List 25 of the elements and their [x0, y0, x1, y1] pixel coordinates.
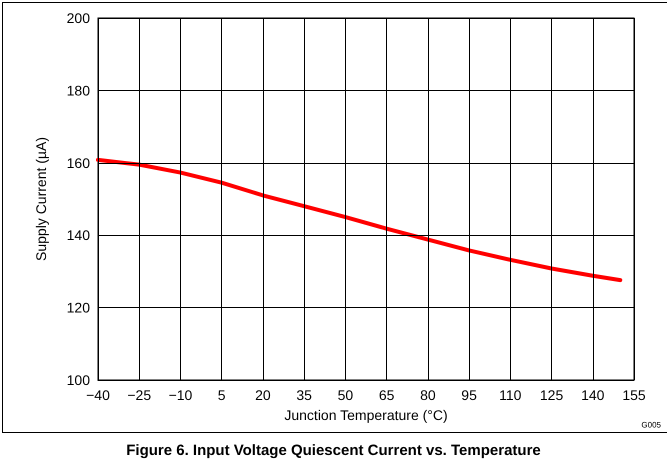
- y-tick-label: 160: [66, 154, 90, 171]
- x-tick-label: −40: [86, 387, 110, 403]
- x-tick-label: 95: [461, 387, 478, 403]
- y-axis-title: Supply Current (µA): [33, 137, 49, 261]
- x-tick-label: 125: [540, 387, 564, 403]
- x-tick-label: 80: [420, 387, 436, 403]
- text: Figure 6. Input Voltage Quiescent Current vs. Temperature: [126, 442, 541, 459]
- x-tick-label: 35: [296, 387, 312, 403]
- y-tick-label: 140: [66, 227, 90, 244]
- y-tick-label: 120: [66, 300, 90, 316]
- line-series: [96, 158, 622, 282]
- x-tick-label: 140: [581, 387, 605, 403]
- x-tick-label: 155: [622, 387, 646, 403]
- x-axis-title: Junction Temperature (°C): [284, 407, 448, 423]
- y-tick-label: 200: [66, 10, 90, 26]
- x-tick-label: 50: [338, 387, 354, 403]
- x-tick-label: −10: [168, 387, 193, 403]
- x-tick-label: 110: [499, 387, 522, 403]
- x-tick-label: 5: [218, 387, 226, 403]
- x-tick-label: 20: [255, 387, 271, 403]
- y-tick-label: 100: [66, 372, 90, 388]
- x-tick-label: −25: [127, 387, 152, 403]
- text: G005: [641, 420, 662, 430]
- y-tick-label: 180: [66, 82, 90, 98]
- x-tick-label: 65: [378, 387, 395, 403]
